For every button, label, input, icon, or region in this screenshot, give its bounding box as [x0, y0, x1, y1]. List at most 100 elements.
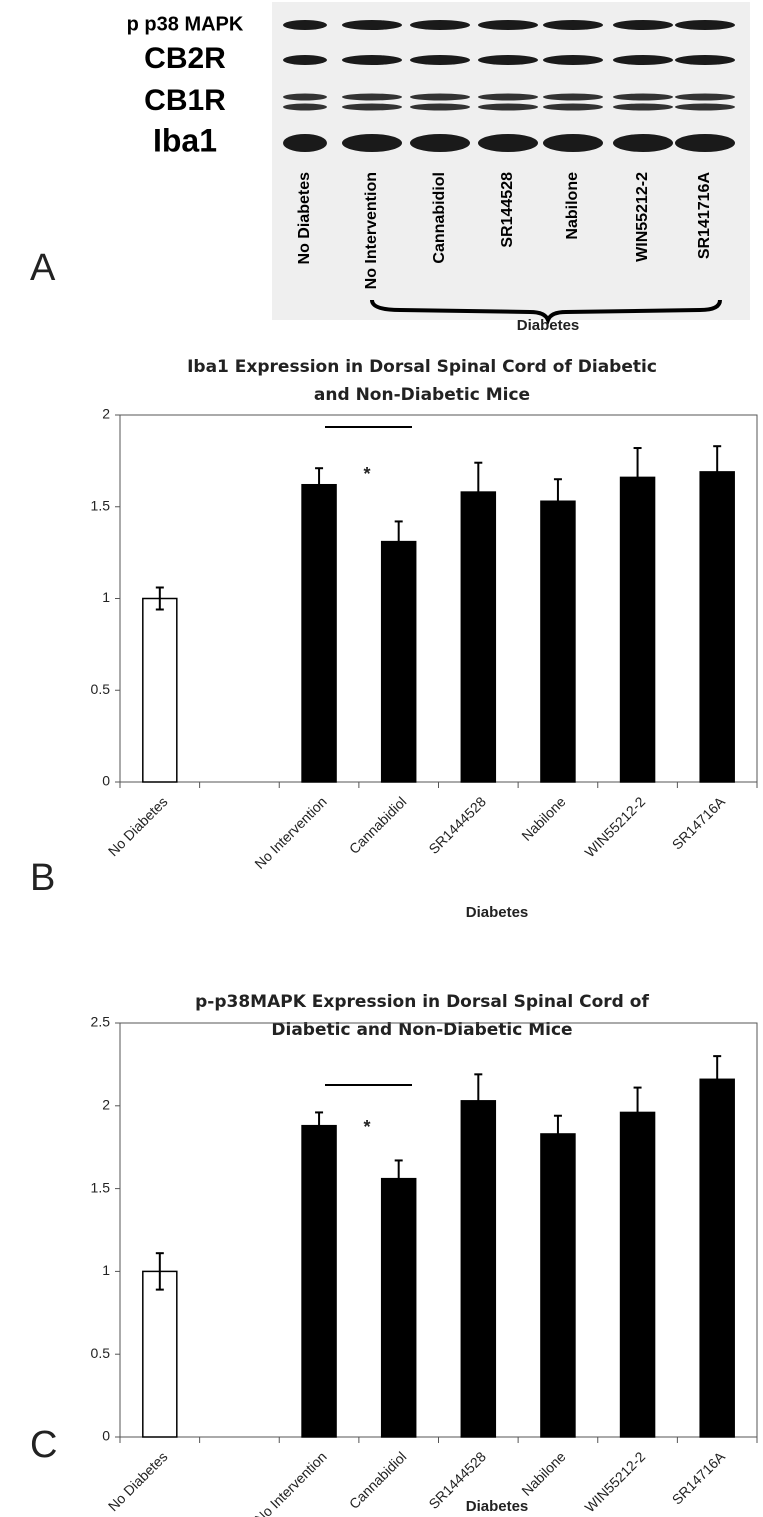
x-tick-label: No Diabetes: [105, 1448, 171, 1514]
y-tick-label: 0.5: [91, 1345, 111, 1361]
bar: [621, 477, 655, 782]
x-tick-label: SR14716A: [669, 793, 729, 853]
bar: [621, 1112, 655, 1437]
blot-band: [613, 55, 673, 65]
lane-label: SR141716A: [696, 172, 713, 260]
blot-band: [478, 20, 538, 30]
blot-band: [478, 94, 538, 101]
blot-band: [613, 20, 673, 30]
significance-mark: *: [363, 1117, 370, 1137]
x-tick-label: Nabilone: [518, 1448, 569, 1499]
blot-row-label: Iba1: [153, 122, 217, 158]
blot-background: [272, 2, 750, 320]
x-tick-label: SR14716A: [669, 1448, 729, 1508]
bar: [302, 1126, 336, 1437]
blot-band: [342, 55, 402, 65]
blot-band: [410, 104, 470, 111]
bar: [461, 1101, 495, 1437]
blot-band: [342, 20, 402, 30]
group-label: Diabetes: [517, 317, 580, 334]
y-tick-label: 0: [102, 773, 110, 789]
page: {"blot": {"label": "A", "rows": ["p p38 …: [0, 0, 763, 1517]
chart-title: p-p38MAPK Expression in Dorsal Spinal Co…: [195, 992, 649, 1012]
x-tick-label: Cannabidiol: [346, 1448, 410, 1512]
blot-band: [283, 20, 327, 30]
blot-row-label: p p38 MAPK: [127, 13, 244, 35]
bar: [382, 542, 416, 782]
bar: [541, 501, 575, 782]
x-tick-label: WIN55212-2: [581, 793, 648, 860]
y-tick-label: 1: [102, 1262, 110, 1278]
blot-band: [613, 94, 673, 101]
blot-band: [675, 55, 735, 65]
blot-band: [543, 94, 603, 101]
x-axis-label: Diabetes: [466, 904, 529, 921]
blot-band: [283, 55, 327, 65]
blot-band: [342, 104, 402, 111]
bar: [143, 1271, 177, 1437]
blot-band: [410, 20, 470, 30]
blot-band: [675, 94, 735, 101]
x-tick-label: No Intervention: [251, 1448, 329, 1517]
blot-row-label: CB1R: [144, 84, 226, 117]
x-tick-label: No Diabetes: [105, 793, 171, 859]
bar: [461, 492, 495, 782]
blot-band: [675, 20, 735, 30]
blot-band: [478, 104, 538, 111]
blot-band: [478, 55, 538, 65]
blot-band: [543, 20, 603, 30]
blot-band: [283, 94, 327, 101]
panel-label: C: [30, 1424, 57, 1466]
y-tick-label: 2: [102, 406, 110, 422]
x-tick-label: Cannabidiol: [346, 793, 410, 857]
y-tick-label: 0: [102, 1428, 110, 1444]
x-axis-label: Diabetes: [466, 1498, 529, 1515]
y-tick-label: 1: [102, 589, 110, 605]
panel-label: A: [30, 247, 56, 289]
blot-row-label: CB2R: [144, 42, 226, 75]
blot-band: [342, 94, 402, 101]
blot-band: [675, 134, 735, 152]
blot-band: [283, 134, 327, 152]
bar: [541, 1134, 575, 1437]
blot-band: [543, 134, 603, 152]
chart-title: and Non-Diabetic Mice: [314, 385, 530, 405]
x-tick-label: SR1444528: [425, 793, 489, 857]
bar: [302, 485, 336, 782]
figure: A Diabetes p p38 MAPK CB2R CB1R Iba1 No Diab…: [0, 0, 763, 1517]
lane-label: Nabilone: [564, 172, 581, 240]
lane-label: Cannabidiol: [431, 172, 448, 264]
y-tick-label: 1.5: [91, 497, 111, 513]
blot-band: [410, 55, 470, 65]
blot-band: [410, 134, 470, 152]
blot-band: [478, 134, 538, 152]
blot-band: [675, 104, 735, 111]
x-tick-label: No Intervention: [251, 793, 329, 871]
x-tick-label: Nabilone: [518, 793, 569, 844]
y-tick-label: 1.5: [91, 1179, 111, 1195]
blot-band: [613, 134, 673, 152]
bar: [700, 1079, 734, 1437]
x-tick-label: WIN55212-2: [581, 1448, 648, 1515]
y-tick-label: 0.5: [91, 681, 111, 697]
blot-band: [342, 134, 402, 152]
lane-label: WIN55212-2: [634, 172, 651, 262]
bar: [700, 472, 734, 782]
lane-label: SR144528: [499, 172, 516, 248]
blot-band: [613, 104, 673, 111]
y-tick-label: 2.5: [91, 1014, 111, 1030]
blot-band: [410, 94, 470, 101]
y-tick-label: 2: [102, 1097, 110, 1113]
lane-label: No Intervention: [363, 172, 380, 289]
plot-frame: [120, 415, 757, 782]
plot-frame: [120, 1023, 757, 1437]
blot-band: [543, 55, 603, 65]
lane-label: No Diabetes: [296, 172, 313, 265]
blot-band: [543, 104, 603, 111]
chart-title: Iba1 Expression in Dorsal Spinal Cord of…: [187, 357, 657, 377]
blot-band: [283, 104, 327, 111]
significance-mark: *: [363, 464, 370, 484]
bar: [143, 599, 177, 783]
bar: [382, 1179, 416, 1437]
panel-label: B: [30, 857, 55, 899]
